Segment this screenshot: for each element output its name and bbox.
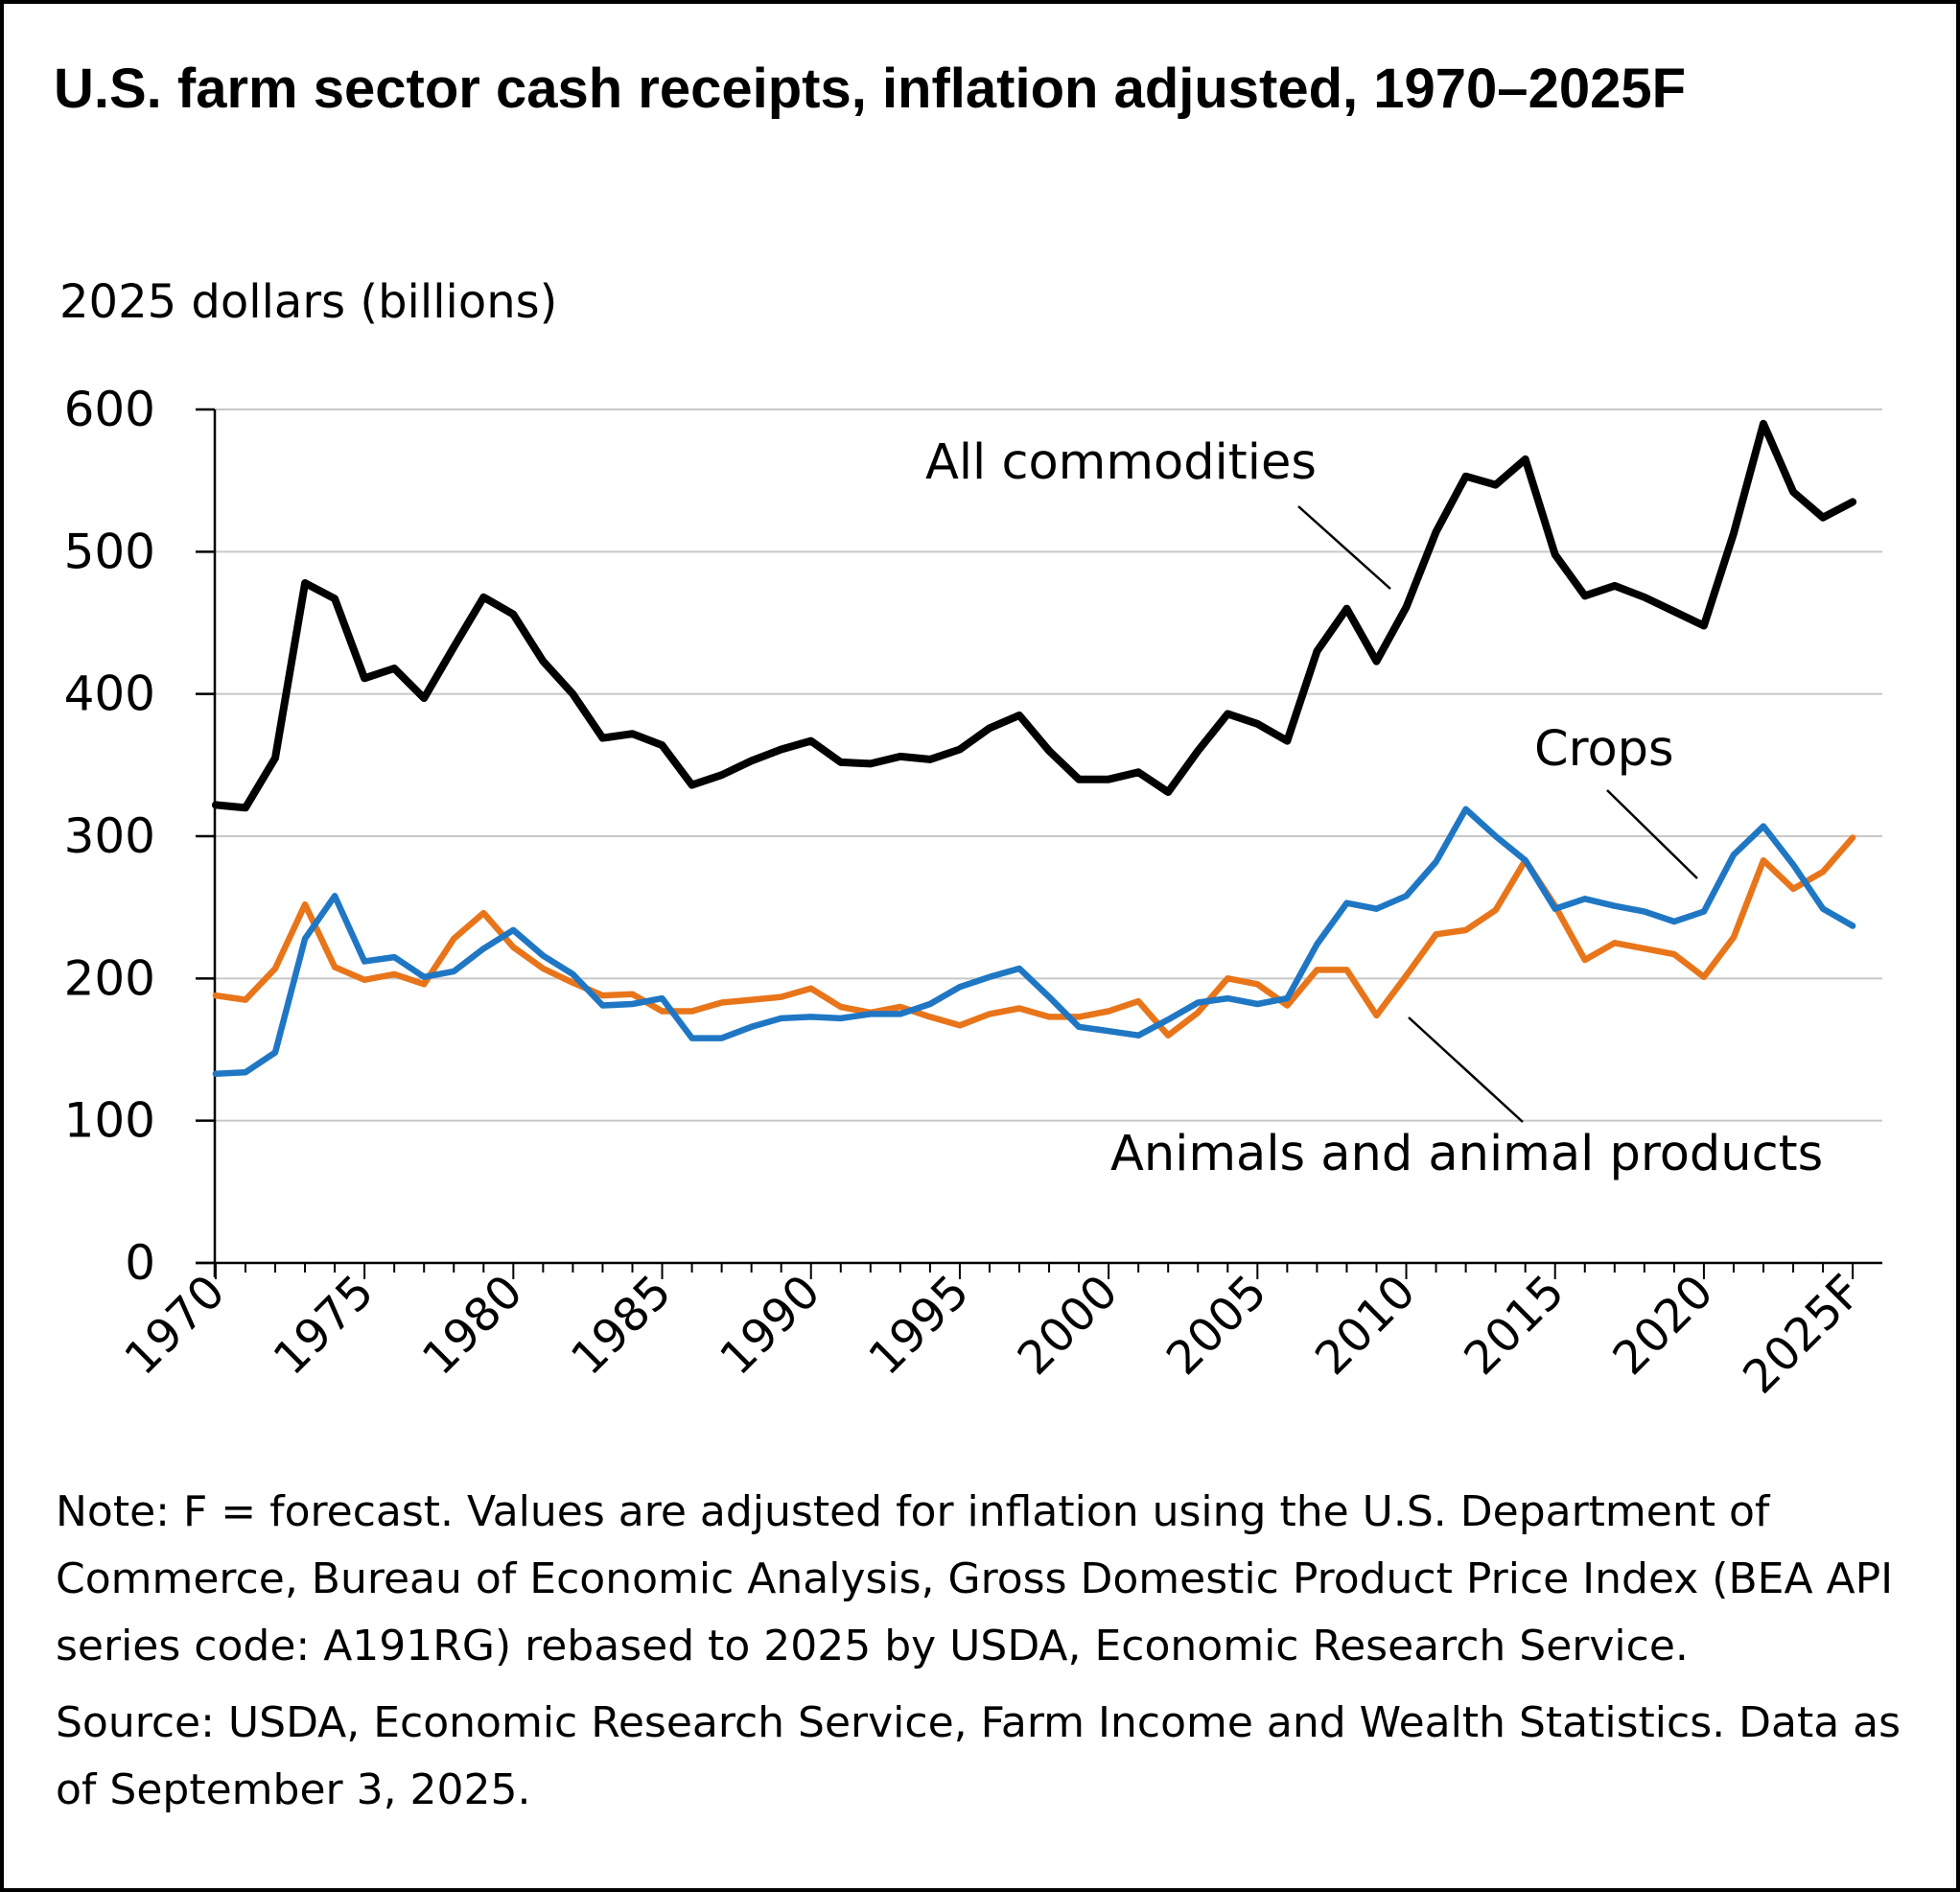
x-tick-label-1975: 1975 xyxy=(264,1265,385,1386)
x-tick-label-1990: 1990 xyxy=(710,1265,830,1386)
x-tick-label-1995: 1995 xyxy=(858,1265,979,1386)
x-tick-label-1980: 1980 xyxy=(412,1265,533,1386)
source-text: Source: USDA, Economic Research Service,… xyxy=(56,1698,1902,1814)
leader-all-commodities xyxy=(1297,505,1391,590)
label-all-commodities: All commodities xyxy=(925,434,1317,491)
x-tick-label-2010: 2010 xyxy=(1305,1265,1426,1386)
y-tick-label-400: 400 xyxy=(64,666,155,722)
gridlines xyxy=(215,409,1882,1122)
label-leader-lines xyxy=(1297,505,1698,1123)
notes-block: Note: F = forecast. Values are adjusted … xyxy=(56,1479,1925,1834)
y-tick-label-100: 100 xyxy=(64,1093,155,1149)
chart-title: U.S. farm sector cash receipts, inflatio… xyxy=(54,58,1687,120)
leader-animals xyxy=(1408,1016,1524,1123)
line-animals xyxy=(212,834,1856,1039)
note-text: Note: F = forecast. Values are adjusted … xyxy=(56,1487,1894,1670)
x-tick-label-2005: 2005 xyxy=(1156,1265,1277,1386)
y-axis-ticks: 0 100 200 300 400 500 600 xyxy=(64,382,215,1291)
y-tick-label-0: 0 xyxy=(125,1235,155,1291)
line-all-commodities xyxy=(211,419,1857,812)
y-tick-label-300: 300 xyxy=(64,808,155,864)
x-tick-label-1985: 1985 xyxy=(561,1265,682,1386)
y-tick-label-200: 200 xyxy=(64,950,155,1006)
label-crops: Crops xyxy=(1534,721,1674,778)
x-tick-label-2020: 2020 xyxy=(1602,1265,1723,1386)
label-animals: Animals and animal products xyxy=(1110,1126,1823,1182)
y-tick-label-500: 500 xyxy=(64,524,155,579)
x-tick-label-2015: 2015 xyxy=(1454,1265,1575,1386)
series-lines xyxy=(211,419,1857,1077)
leader-crops xyxy=(1606,789,1698,879)
y-axis-label: 2025 dollars (billions) xyxy=(59,275,557,329)
x-tick-label-2025F: 2025F xyxy=(1733,1265,1872,1404)
line-crops xyxy=(212,806,1856,1077)
y-tick-label-600: 600 xyxy=(64,382,155,437)
x-tick-label-2000: 2000 xyxy=(1008,1265,1129,1386)
